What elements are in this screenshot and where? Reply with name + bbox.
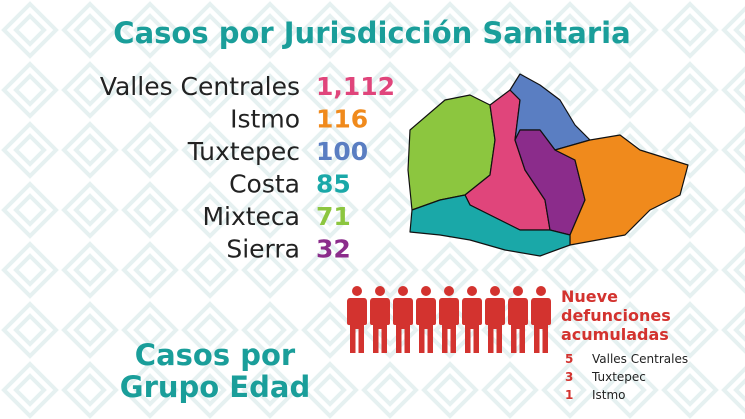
deaths-heading: defunciones [561, 306, 671, 325]
jurisdiction-name: Sierra [226, 235, 300, 264]
jurisdiction-cases: 1,112 [316, 72, 395, 101]
death-jurisdiction: Tuxtepec [591, 370, 646, 384]
jurisdiction-cases: 32 [316, 235, 351, 264]
death-jurisdiction: Valles Centrales [592, 352, 688, 366]
deaths-heading: Nueve [561, 287, 618, 306]
jurisdiction-cases: 71 [316, 202, 351, 231]
death-count: 5 [565, 352, 573, 366]
jurisdiction-list: Valles Centrales 1,112 Istmo 116 Tuxtepec 100… [100, 72, 395, 264]
deaths-list: 5 Valles Centrales 3 Tuxtepec 1 Istmo [565, 352, 688, 402]
jurisdiction-cases: 85 [316, 170, 351, 199]
death-count: 1 [565, 388, 573, 402]
jurisdiction-name: Valles Centrales [100, 72, 300, 101]
death-count: 3 [565, 370, 573, 384]
map-region [554, 134, 689, 246]
subtitle: Casos por [135, 338, 296, 372]
title: Casos por Jurisdicción Sanitaria [113, 16, 630, 50]
jurisdiction-name: Mixteca [202, 202, 300, 231]
jurisdiction-name: Istmo [230, 105, 300, 134]
jurisdiction-cases: 100 [316, 137, 368, 166]
deaths-heading: acumuladas [561, 325, 669, 344]
jurisdiction-name: Costa [229, 170, 300, 199]
subtitle: Grupo Edad [120, 370, 310, 404]
death-jurisdiction: Istmo [592, 388, 626, 402]
jurisdiction-name: Tuxtepec [187, 137, 300, 166]
map-region [409, 194, 571, 257]
map [407, 73, 689, 257]
jurisdiction-cases: 116 [316, 105, 368, 134]
